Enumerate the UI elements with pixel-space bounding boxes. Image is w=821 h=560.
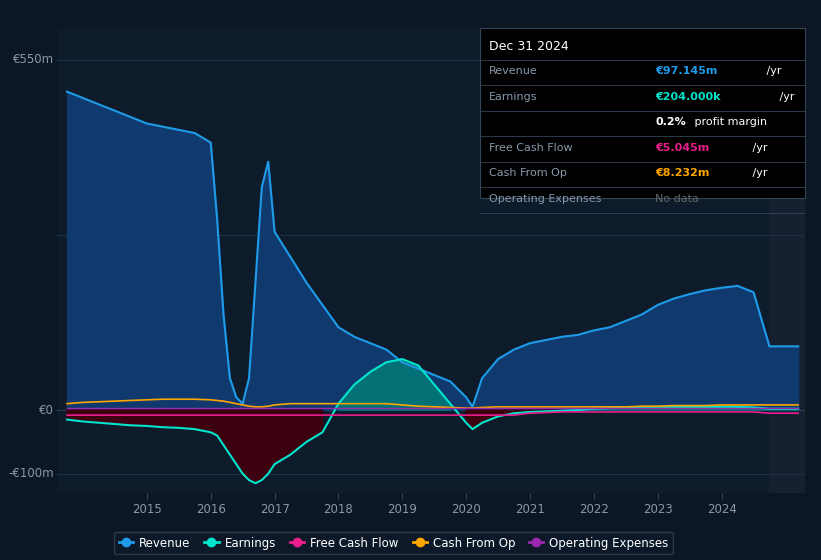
Text: 0.2%: 0.2% (655, 117, 686, 127)
Text: /yr: /yr (750, 169, 768, 179)
Text: €5.045m: €5.045m (655, 143, 709, 153)
Text: /yr: /yr (776, 92, 795, 102)
Text: €550m: €550m (12, 53, 53, 66)
Text: profit margin: profit margin (691, 117, 767, 127)
Text: €0: €0 (39, 404, 53, 417)
Text: -€100m: -€100m (8, 467, 53, 480)
Text: €204.000k: €204.000k (655, 92, 721, 102)
Legend: Revenue, Earnings, Free Cash Flow, Cash From Op, Operating Expenses: Revenue, Earnings, Free Cash Flow, Cash … (114, 532, 673, 554)
Text: /yr: /yr (750, 143, 768, 153)
Text: Dec 31 2024: Dec 31 2024 (488, 40, 568, 53)
Text: Revenue: Revenue (488, 66, 537, 76)
Text: Cash From Op: Cash From Op (488, 169, 566, 179)
Text: Free Cash Flow: Free Cash Flow (488, 143, 572, 153)
Text: €8.232m: €8.232m (655, 169, 709, 179)
Bar (769, 28, 805, 493)
Text: Earnings: Earnings (488, 92, 537, 102)
FancyBboxPatch shape (479, 28, 805, 198)
Text: /yr: /yr (763, 66, 782, 76)
Text: Operating Expenses: Operating Expenses (488, 194, 601, 204)
Text: €97.145m: €97.145m (655, 66, 718, 76)
Text: No data: No data (655, 194, 699, 204)
